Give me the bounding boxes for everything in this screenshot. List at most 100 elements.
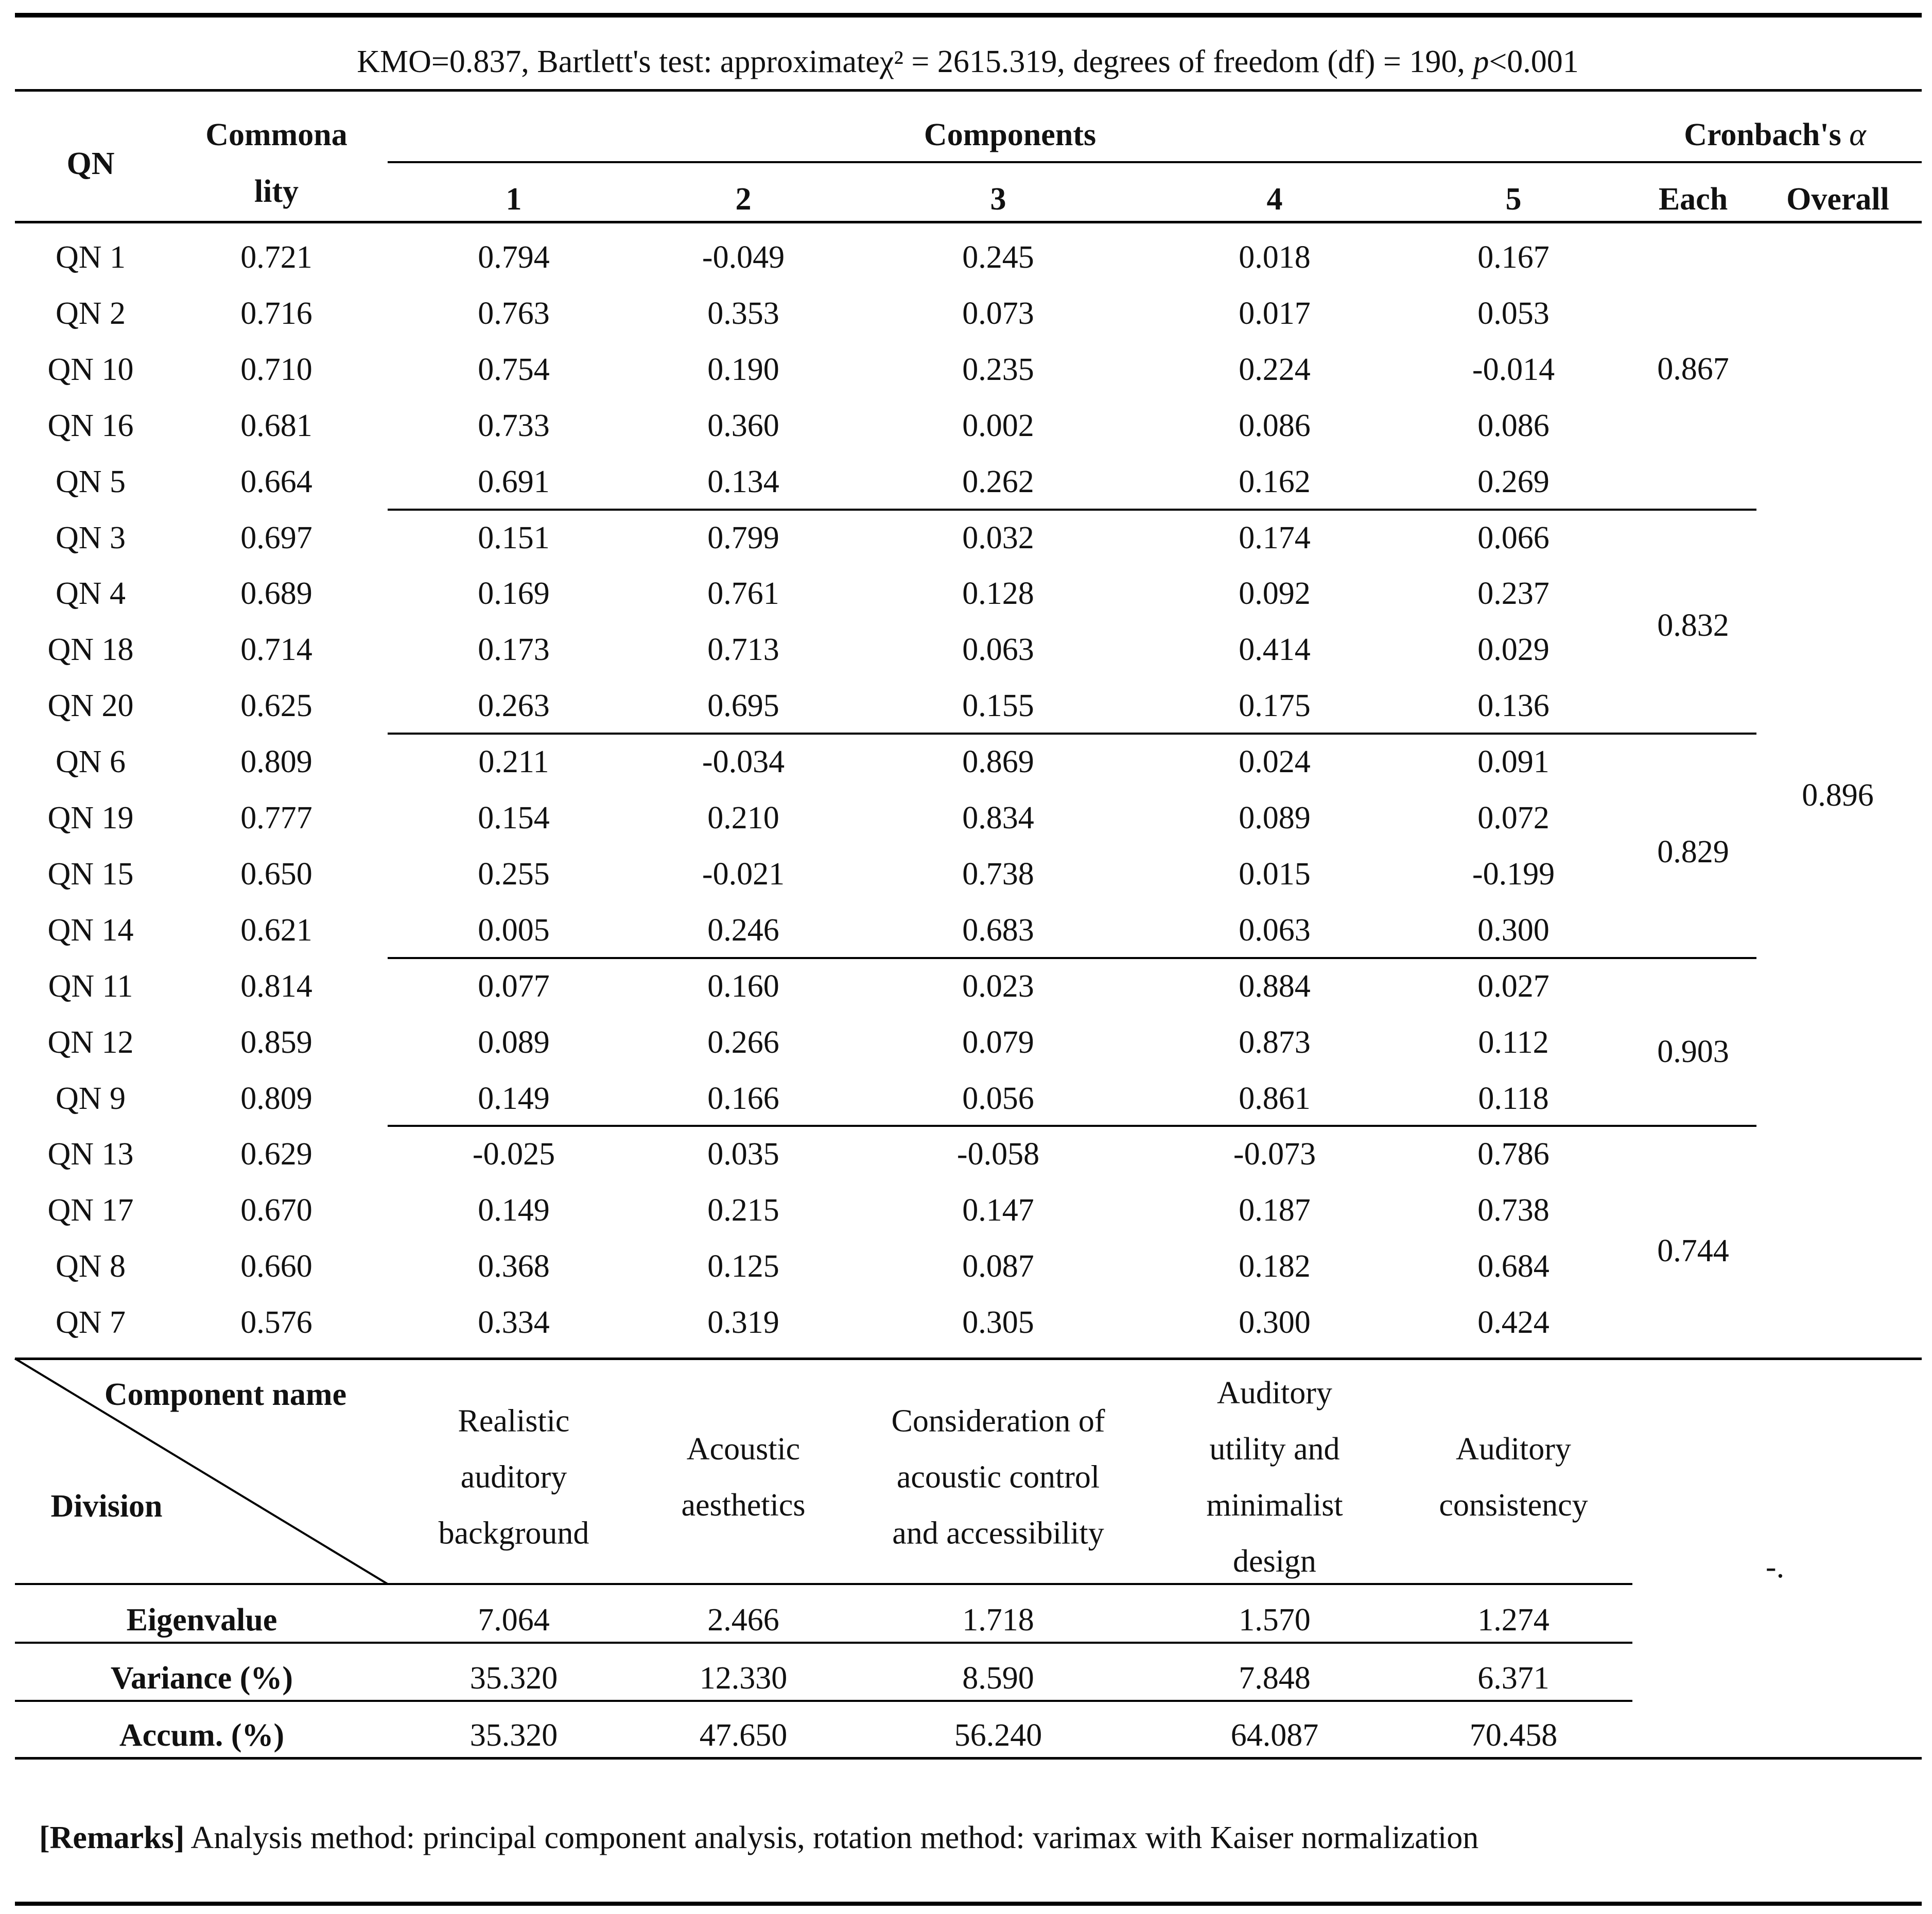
row-commonality: 0.650 [240,856,312,892]
row-commonality: 0.721 [240,240,312,275]
remarks-text: Analysis method: principal component ana… [184,1820,1479,1855]
row-loading-c4: 0.162 [1239,464,1311,499]
row-qn: QN 9 [55,1081,126,1116]
component-name-line: utility and [1209,1432,1340,1467]
component-name-line: consistency [1439,1488,1588,1523]
row-loading-c5: 0.112 [1478,1024,1549,1060]
row-loading-c2: -0.034 [702,744,785,780]
summary-label: Eigenvalue [126,1603,277,1638]
component-name-2: Acoustic aesthetics [681,1421,805,1534]
header-components: Components [924,117,1096,152]
row-commonality: 0.670 [240,1193,312,1228]
caption-chi: χ² = 2615.319, degrees of freedom (df) =… [879,44,1473,79]
row-qn: QN 10 [47,352,134,387]
cronbach-each: 0.832 [1657,608,1729,643]
row-loading-c1: 0.763 [478,295,550,331]
summary-value: 70.458 [1469,1718,1558,1753]
row-loading-c1: 0.334 [478,1305,550,1341]
row-loading-c4: 0.086 [1239,408,1311,443]
summary-cronbach: -. [1765,1550,1785,1585]
row-loading-c3: 0.305 [962,1305,1034,1341]
row-loading-c5: 0.086 [1477,408,1550,443]
row-loading-c1: 0.211 [478,744,549,780]
row-loading-c3: 0.023 [962,968,1034,1004]
component-name-3: Consideration of acoustic control and acce… [892,1394,1105,1562]
header-component-5: 5 [1505,182,1522,217]
row-loading-c5: 0.269 [1477,464,1550,499]
summary-value: 56.240 [954,1718,1042,1753]
data-bottom-rule [15,1358,1922,1360]
row-commonality: 0.777 [240,801,312,836]
row-loading-c1: 0.151 [478,520,550,555]
component-name-line: and accessibility [892,1516,1104,1551]
row-qn: QN 19 [47,801,134,836]
header-component-4: 4 [1266,182,1283,217]
row-loading-c1: 0.691 [478,464,550,499]
row-loading-c5: 0.027 [1477,968,1550,1004]
row-loading-c3: 0.245 [962,240,1034,275]
row-loading-c5: -0.199 [1472,856,1555,892]
caption-p: p [1473,44,1489,79]
row-loading-c1: 0.794 [478,240,550,275]
row-loading-c2: 0.713 [707,632,779,668]
component-name-line: Acoustic [686,1432,800,1467]
cronbach-overall: 0.896 [1802,778,1874,813]
row-loading-c4: 0.092 [1239,576,1311,612]
summary-label: Accum. (%) [119,1718,285,1753]
components-rule [388,161,1922,163]
row-loading-c3: 0.155 [962,688,1034,724]
row-commonality: 0.716 [240,295,312,331]
component-name-line: Consideration of [891,1403,1105,1439]
row-loading-c4: 0.873 [1239,1024,1311,1060]
row-loading-c4: 0.017 [1239,295,1311,331]
row-loading-c4: 0.861 [1239,1081,1311,1116]
summary-rule [15,1700,1632,1702]
row-loading-c4: 0.018 [1239,240,1311,275]
row-commonality: 0.697 [240,520,312,555]
component-name-line: Auditory [1456,1432,1571,1467]
row-loading-c2: 0.266 [707,1024,779,1060]
row-loading-c2: 0.166 [707,1081,779,1116]
table-caption: KMO=0.837, Bartlett's test: approximateχ… [357,46,1579,78]
component-name-line: background [438,1516,589,1551]
remarks: [Remarks] Analysis method: principal com… [39,1822,1478,1854]
summary-value: 2.466 [707,1603,779,1638]
names-rule [15,1583,1632,1585]
row-loading-c5: 0.300 [1477,912,1550,948]
row-loading-c4: 0.175 [1239,688,1311,724]
row-loading-c2: 0.190 [707,352,779,387]
header-each: Each [1658,182,1728,217]
group-separator [388,1125,1756,1127]
row-qn: QN 13 [47,1137,134,1172]
component-name-line: aesthetics [681,1488,806,1523]
row-qn: QN 11 [48,968,133,1004]
row-loading-c5: 0.066 [1477,520,1550,555]
row-loading-c5: 0.072 [1477,801,1550,836]
header-overall: Overall [1786,182,1889,217]
division-header: Division [50,1489,163,1524]
row-qn: QN 17 [47,1193,134,1228]
summary-value: 7.848 [1239,1661,1311,1696]
row-loading-c3: 0.869 [962,744,1034,780]
row-loading-c2: 0.360 [707,408,779,443]
row-loading-c3: 0.262 [962,464,1034,499]
component-name-4: Auditory utility and minimalist design [1206,1365,1343,1590]
summary-value: 6.371 [1477,1661,1550,1696]
row-loading-c2: 0.215 [707,1193,779,1228]
row-loading-c2: 0.353 [707,295,779,331]
row-qn: QN 14 [47,912,134,948]
component-name-line: acoustic control [896,1459,1100,1495]
summary-value: 1.570 [1239,1603,1311,1638]
row-loading-c3: 0.063 [962,632,1034,668]
row-loading-c3: 0.073 [962,295,1034,331]
row-loading-c3: 0.087 [962,1249,1034,1284]
row-commonality: 0.809 [240,744,312,780]
row-loading-c2: 0.134 [707,464,779,499]
row-commonality: 0.625 [240,688,312,724]
component-name-1: Realistic auditory background [439,1394,589,1562]
component-name-line: auditory [460,1459,567,1495]
cronbach-each: 0.829 [1657,834,1729,869]
row-loading-c1: 0.754 [478,352,550,387]
